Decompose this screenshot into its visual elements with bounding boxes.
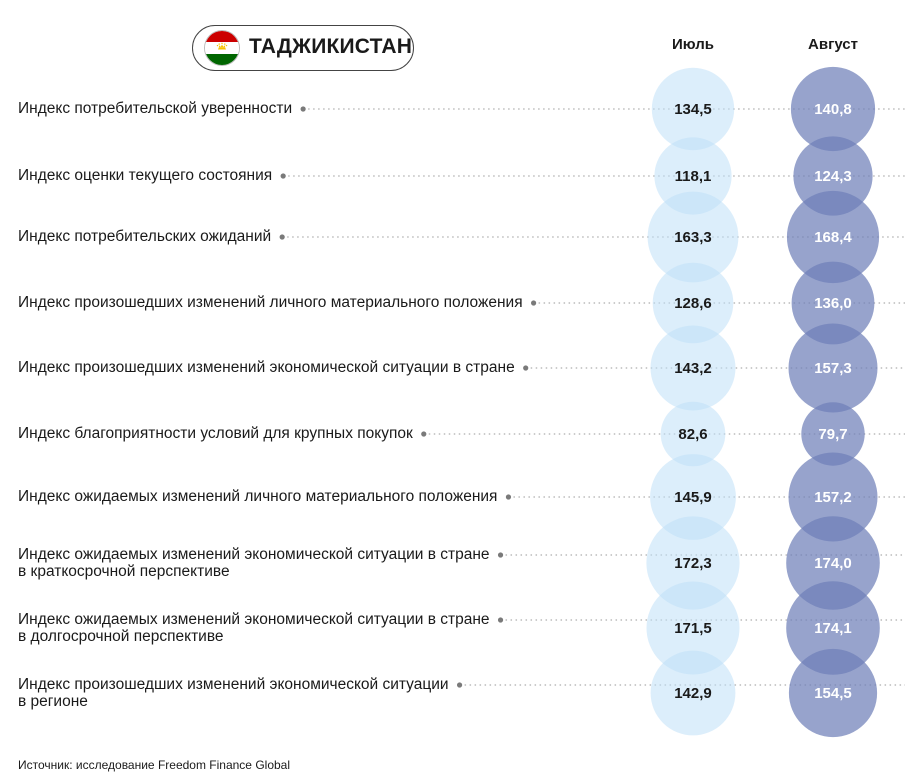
bubble: [801, 402, 865, 466]
category-label: Индекс произошедших изменений личного ма…: [18, 294, 529, 311]
leader-dot: [505, 494, 512, 500]
category-label: Индекс ожидаемых изменений экономической…: [18, 546, 496, 580]
value-label: 140,8: [814, 101, 852, 118]
bubble: [786, 190, 880, 284]
value-label: 172,3: [674, 555, 712, 572]
bubble: [654, 137, 732, 215]
bubble: [791, 261, 875, 345]
category-label: Индекс потребительской уверенности: [18, 100, 299, 117]
bubble: [790, 66, 876, 152]
column-header: Июль: [672, 36, 714, 53]
bubble: [646, 581, 740, 675]
bubble: [650, 325, 736, 411]
value-label: 136,0: [814, 295, 852, 312]
category-label: Индекс потребительских ожиданий: [18, 228, 278, 245]
country-title: ТАДЖИКИСТАН: [249, 35, 413, 58]
country-badge: ТАДЖИКИСТАН: [192, 25, 414, 71]
leader-dot: [279, 234, 285, 240]
leader-dot: [530, 300, 537, 306]
bubble: [786, 581, 880, 675]
value-label: 79,7: [818, 426, 847, 443]
bubble: [651, 67, 735, 151]
bubble: [788, 648, 878, 738]
bubble: [788, 323, 878, 413]
series-1: [646, 67, 740, 736]
category-label: Индекс ожидаемых изменений личного матер…: [18, 488, 504, 505]
bubble: [786, 516, 880, 610]
bubble: [650, 454, 736, 540]
value-label: 118,1: [675, 168, 712, 185]
leader-dot: [421, 431, 427, 437]
value-label: 154,5: [814, 685, 852, 702]
category-label: Индекс ожидаемых изменений экономической…: [18, 611, 496, 645]
value-label: 157,2: [814, 489, 852, 506]
bubble: [652, 262, 734, 344]
value-label: 134,5: [674, 101, 712, 118]
category-label: Индекс произошедших изменений экономичес…: [18, 359, 521, 376]
source-note: Источник: исследование Freedom Finance G…: [18, 758, 291, 772]
leader-dot: [497, 552, 504, 558]
bubble: [647, 191, 739, 283]
value-label: 157,3: [814, 360, 852, 377]
bubble: [650, 650, 736, 736]
value-label: 128,6: [674, 295, 712, 312]
bubble: [660, 401, 726, 467]
leader-dot: [523, 365, 529, 371]
value-label: 124,3: [814, 168, 852, 185]
column-header: Август: [808, 36, 858, 53]
leader-dot: [456, 682, 463, 688]
value-label: 82,6: [678, 426, 707, 443]
bubble: [788, 452, 878, 542]
value-label: 143,2: [674, 360, 712, 377]
value-label: 142,9: [674, 685, 712, 702]
series-2: [786, 66, 880, 738]
leader-dot: [300, 106, 306, 112]
value-label: 145,9: [674, 489, 712, 506]
leader-dot: [280, 173, 286, 179]
value-label: 174,1: [814, 620, 852, 637]
value-label: 171,5: [674, 620, 712, 637]
bubble: [646, 516, 740, 610]
category-label: Индекс благоприятности условий для крупн…: [18, 425, 419, 442]
leader-dot: [497, 617, 504, 623]
value-label: 174,0: [814, 555, 852, 572]
category-label: Индекс оценки текущего состояния: [18, 167, 279, 184]
tajikistan-flag-icon: [205, 31, 239, 65]
value-label: 168,4: [814, 229, 852, 246]
category-label: Индекс произошедших изменений экономичес…: [18, 676, 455, 710]
value-label: 163,3: [674, 229, 712, 246]
